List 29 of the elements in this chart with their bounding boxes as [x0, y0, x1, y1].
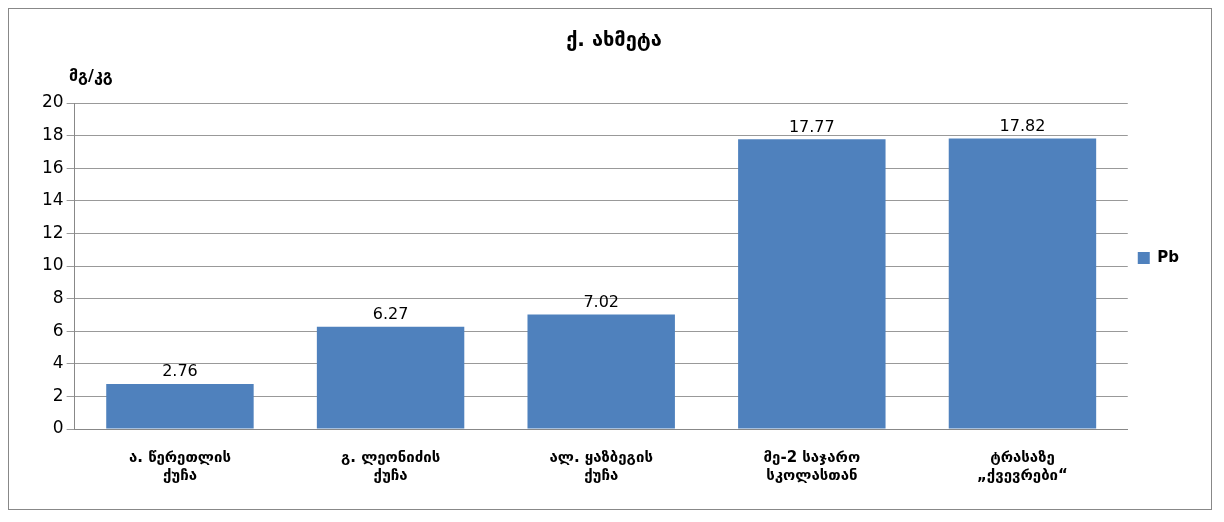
x-tick-label: გ. ლეონიძის ქუჩა: [340, 447, 441, 484]
legend-label: Pb: [1157, 247, 1180, 266]
y-tick-label: 4: [52, 352, 64, 373]
data-label: 17.77: [788, 116, 835, 136]
y-tick-label: 6: [52, 319, 64, 340]
bar: [738, 139, 886, 429]
y-tick-label: 8: [52, 287, 64, 308]
x-tick-label: ტრასაზე „ქვევრები“: [976, 447, 1068, 484]
bar: [527, 314, 675, 429]
data-label: 6.27: [372, 303, 409, 323]
data-label: 7.02: [583, 291, 620, 311]
x-tick-label: ა. წერეთლის ქუჩა: [128, 447, 231, 484]
chart-title: ქ. ახმეტა: [566, 27, 662, 52]
data-label: 17.82: [999, 115, 1046, 135]
y-tick-label: 0: [52, 417, 64, 438]
y-tick-label: 14: [41, 189, 64, 210]
bar: [948, 138, 1097, 429]
y-tick-label: 18: [41, 124, 64, 145]
x-tick-label: ალ. ყაზბეგის ქუჩა: [549, 447, 653, 484]
y-tick-label: 20: [41, 91, 64, 112]
y-tick-label: 10: [41, 254, 64, 275]
y-tick-label: 16: [41, 156, 64, 177]
y-tick-label: 12: [41, 221, 64, 242]
bar: [316, 326, 465, 429]
y-tick-label: 2: [52, 384, 64, 405]
x-tick-label: მე-2 საჯარო სკოლასთან: [763, 447, 861, 484]
bar: [106, 384, 254, 429]
data-label: 2.76: [162, 361, 198, 381]
y-axis-title: მგ/კგ: [69, 66, 113, 86]
